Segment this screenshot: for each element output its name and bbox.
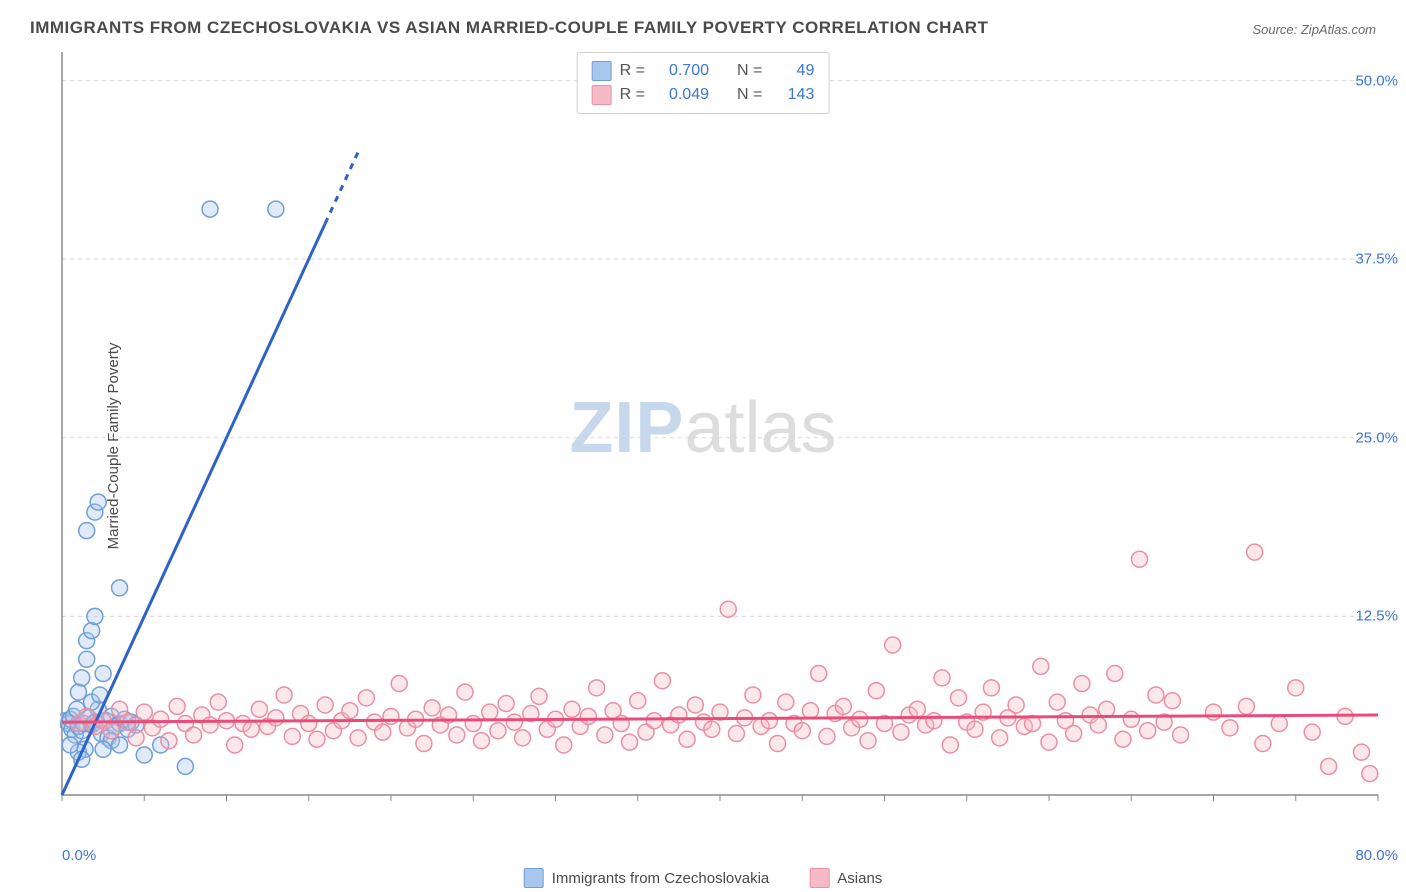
swatch-series2 — [592, 85, 612, 105]
y-tick-label: 37.5% — [1355, 251, 1398, 268]
legend-label-series2: Asians — [837, 870, 882, 887]
swatch-series1 — [592, 61, 612, 81]
y-tick-label: 25.0% — [1355, 429, 1398, 446]
correlation-legend: R = 0.700 N = 49 R = 0.049 N = 143 — [577, 52, 830, 114]
legend-item-series2: Asians — [809, 868, 882, 888]
x-tick-label: 0.0% — [62, 847, 96, 864]
series-legend: Immigrants from Czechoslovakia Asians — [524, 868, 883, 888]
source-attribution: Source: ZipAtlas.com — [1252, 22, 1376, 37]
plot-area — [60, 50, 1380, 850]
legend-row-series2: R = 0.049 N = 143 — [592, 83, 815, 107]
swatch-series2-bottom — [809, 868, 829, 888]
y-tick-label: 12.5% — [1355, 608, 1398, 625]
y-tick-label: 50.0% — [1355, 72, 1398, 89]
legend-label-series1: Immigrants from Czechoslovakia — [552, 870, 770, 887]
x-tick-label: 80.0% — [1355, 847, 1398, 864]
chart-title: IMMIGRANTS FROM CZECHOSLOVAKIA VS ASIAN … — [30, 18, 988, 38]
scatter-chart — [60, 50, 1380, 850]
legend-row-series1: R = 0.700 N = 49 — [592, 59, 815, 83]
legend-item-series1: Immigrants from Czechoslovakia — [524, 868, 770, 888]
swatch-series1-bottom — [524, 868, 544, 888]
